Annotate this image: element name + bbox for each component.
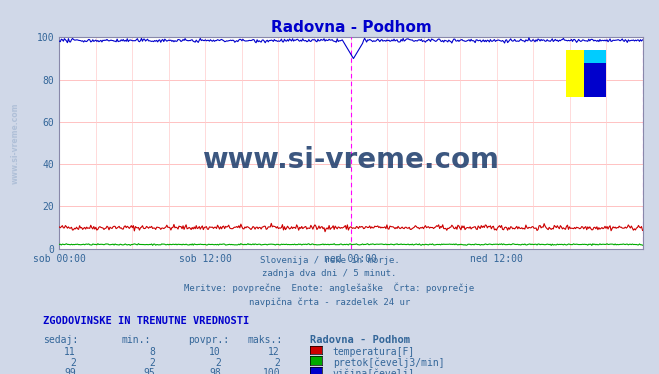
Text: Radovna - Podhom: Radovna - Podhom	[310, 335, 410, 345]
Text: 11: 11	[64, 347, 76, 357]
Text: www.si-vreme.com: www.si-vreme.com	[202, 146, 500, 174]
Text: 95: 95	[143, 368, 155, 374]
Title: Radovna - Podhom: Radovna - Podhom	[271, 20, 431, 35]
Text: 98: 98	[209, 368, 221, 374]
Text: pretok[čevelj3/min]: pretok[čevelj3/min]	[333, 358, 444, 368]
Bar	[565, 50, 600, 96]
Text: 12: 12	[268, 347, 280, 357]
Text: 2: 2	[274, 358, 280, 368]
Text: 2: 2	[70, 358, 76, 368]
Text: www.si-vreme.com: www.si-vreme.com	[11, 102, 20, 184]
Text: višina[čevelj]: višina[čevelj]	[333, 368, 415, 374]
Text: min.:: min.:	[122, 335, 152, 345]
Bar	[584, 50, 606, 80]
Text: 2: 2	[149, 358, 155, 368]
Text: 8: 8	[149, 347, 155, 357]
Text: 2: 2	[215, 358, 221, 368]
Text: Slovenija / reke in morje.
zadnja dva dni / 5 minut.
Meritve: povprečne  Enote: : Slovenija / reke in morje. zadnja dva dn…	[185, 256, 474, 307]
Text: maks.:: maks.:	[247, 335, 282, 345]
Text: sedaj:: sedaj:	[43, 335, 78, 345]
Text: povpr.:: povpr.:	[188, 335, 229, 345]
Text: 10: 10	[209, 347, 221, 357]
Text: ZGODOVINSKE IN TRENUTNE VREDNOSTI: ZGODOVINSKE IN TRENUTNE VREDNOSTI	[43, 316, 249, 326]
Text: temperatura[F]: temperatura[F]	[333, 347, 415, 357]
Text: 100: 100	[262, 368, 280, 374]
Text: 99: 99	[64, 368, 76, 374]
Bar	[584, 63, 606, 96]
